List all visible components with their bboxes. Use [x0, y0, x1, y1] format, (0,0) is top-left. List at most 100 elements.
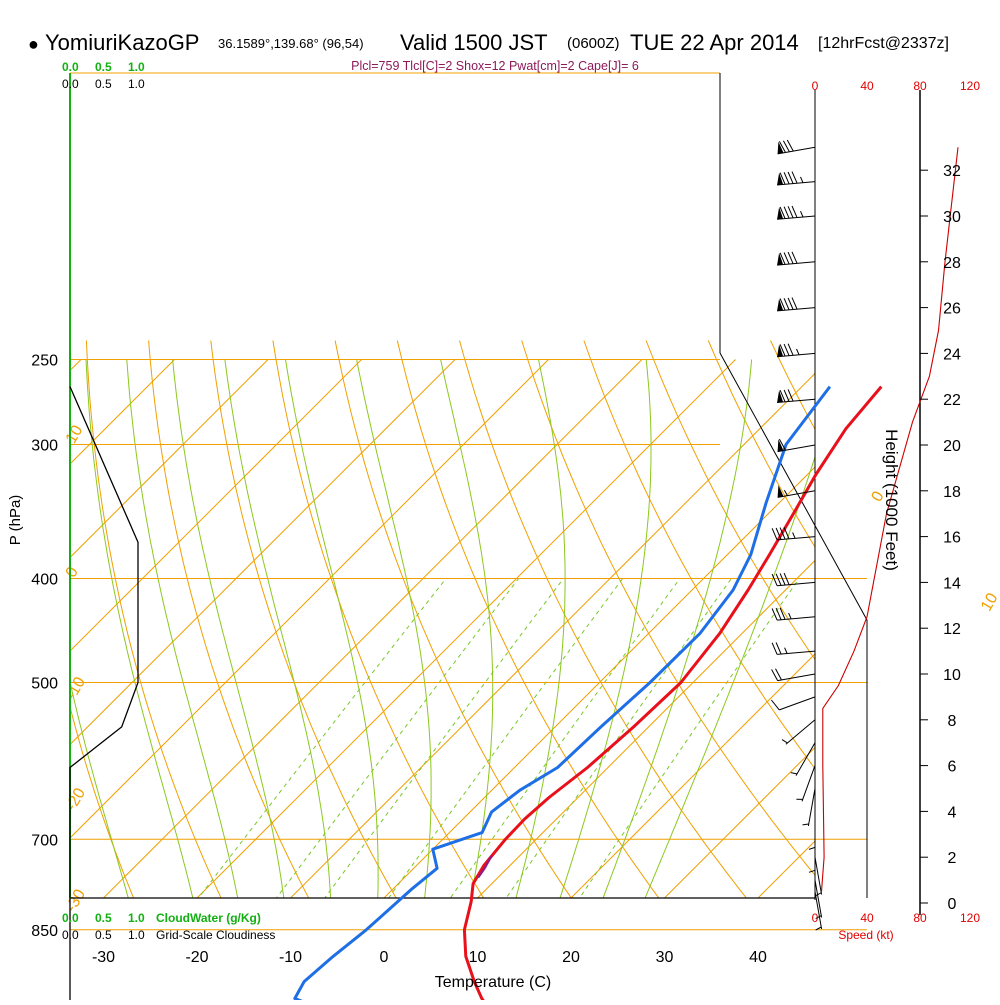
moist-adiabat-line [286, 360, 379, 1001]
speed-tick-bottom: 120 [960, 911, 980, 925]
barb-full [792, 172, 797, 184]
wind-barb [778, 140, 815, 154]
barb-half [789, 613, 792, 619]
wind-barb [777, 252, 815, 265]
wind-barb [777, 206, 815, 219]
barb-half [785, 648, 788, 654]
barb-full [784, 298, 789, 310]
dry-adiabat-line [211, 341, 479, 1001]
pressure-tick-label: 400 [31, 572, 58, 589]
dry-adiabat-label: -20 [63, 785, 89, 814]
wind-barb [782, 720, 815, 744]
cloudiness-label: Grid-Scale Cloudiness [156, 928, 275, 942]
dry-adiabat-line [397, 341, 763, 1001]
height-tick-label: 0 [948, 896, 957, 913]
dry-adiabat-line [957, 341, 1000, 1001]
cloud-black-tick: 0.0 [62, 928, 79, 942]
speed-axis-label: Speed (kt) [838, 928, 893, 942]
isotherm-line [838, 359, 1000, 1000]
header-bullet: ● [28, 34, 39, 54]
axis-labels: 2503004005007008501000-30-20-10010203040… [22, 163, 961, 1000]
barb-shaft [777, 617, 815, 620]
forecast-label: [12hrFcst@2337z] [818, 35, 949, 52]
barb-shaft [808, 789, 815, 826]
wind-barb [772, 573, 815, 586]
wind-barb [777, 298, 815, 311]
wind-barb [772, 669, 815, 681]
cloud-green-tick: 0.5 [95, 911, 112, 925]
temperature-profile-line [464, 387, 881, 1000]
height-tick-label: 2 [948, 850, 957, 867]
barb-full [780, 573, 785, 585]
barb-full [776, 574, 781, 586]
cloudwater-label: CloudWater (g/Kg) [156, 911, 261, 925]
barb-full [784, 344, 789, 356]
barb-shaft [778, 674, 815, 681]
dry-adiabat-line [833, 341, 1000, 1001]
height-tick-label: 8 [948, 713, 957, 730]
pressure-tick-label: 700 [31, 832, 58, 849]
temperature-tick-label: -20 [185, 949, 208, 966]
station-coords: 36.1589°,139.68° (96,54) [218, 36, 364, 51]
barb-full [771, 700, 779, 710]
cloud-green-tick: 1.0 [128, 60, 145, 74]
isotherm-line [0, 359, 175, 1000]
barb-full [784, 207, 789, 219]
pressure-tick-label: 300 [31, 437, 58, 454]
barb-half [797, 349, 800, 355]
mixing-ratio-line [295, 579, 623, 1001]
barb-half [782, 740, 787, 743]
wind-barb [772, 608, 815, 620]
moist-adiabat-line [86, 360, 216, 1001]
isotherm-line [0, 359, 642, 1000]
height-tick-label: 6 [948, 759, 957, 776]
cloud-black-tick: 1.0 [128, 928, 145, 942]
temperature-tick-label: 20 [562, 949, 580, 966]
isotherm-line [183, 359, 829, 1000]
wind-barb [809, 834, 815, 872]
cloud-green-tick: 0.5 [95, 60, 112, 74]
barb-full [784, 253, 789, 265]
cloud-black-tick: 0.5 [95, 77, 112, 91]
dry-adiabat-line [0, 341, 5, 1001]
barb-half [801, 211, 804, 217]
barb-full [788, 252, 793, 264]
height-tick-label: 18 [943, 484, 961, 501]
cloud-green-tick: 0.0 [62, 60, 79, 74]
dry-adiabat-line [273, 341, 574, 1001]
speed-tick-bottom: 0 [812, 911, 819, 925]
barb-flag [777, 173, 783, 185]
height-tick-label: 12 [943, 621, 961, 638]
height-tick-label: 28 [943, 255, 961, 272]
barb-half [791, 773, 797, 774]
height-tick-label: 16 [943, 530, 961, 547]
speed-tick-bottom: 40 [860, 911, 874, 925]
temperature-tick-label: 30 [656, 949, 674, 966]
dry-adiabat-line [335, 341, 669, 1001]
height-tick-label: 24 [943, 346, 961, 363]
cloud-black-tick: 1.0 [128, 77, 145, 91]
speed-tick-top: 80 [913, 79, 927, 93]
barb-shaft [777, 182, 815, 185]
barb-shaft [786, 720, 815, 744]
isotherm-line [557, 359, 1000, 1000]
wind-barb [772, 643, 815, 655]
height-tick-label: 20 [943, 438, 961, 455]
barb-full [776, 608, 781, 620]
barb-half [793, 533, 796, 539]
moist-adiabat-line [173, 360, 292, 1001]
barb-half [803, 824, 809, 825]
dry-adiabat-label: 10 [978, 590, 1000, 614]
height-tick-label: 10 [943, 667, 961, 684]
barb-flag [777, 390, 783, 402]
height-tick-label: 26 [943, 301, 961, 318]
height-tick-label: 32 [943, 163, 961, 180]
height-tick-label: 22 [943, 392, 961, 409]
mixing-ratio-line [493, 579, 799, 1001]
barb-half [809, 847, 815, 849]
wind-barb [777, 390, 815, 403]
moist-adiabat-line [127, 360, 254, 1001]
barb-full [784, 172, 789, 184]
barb-shaft [796, 743, 815, 776]
